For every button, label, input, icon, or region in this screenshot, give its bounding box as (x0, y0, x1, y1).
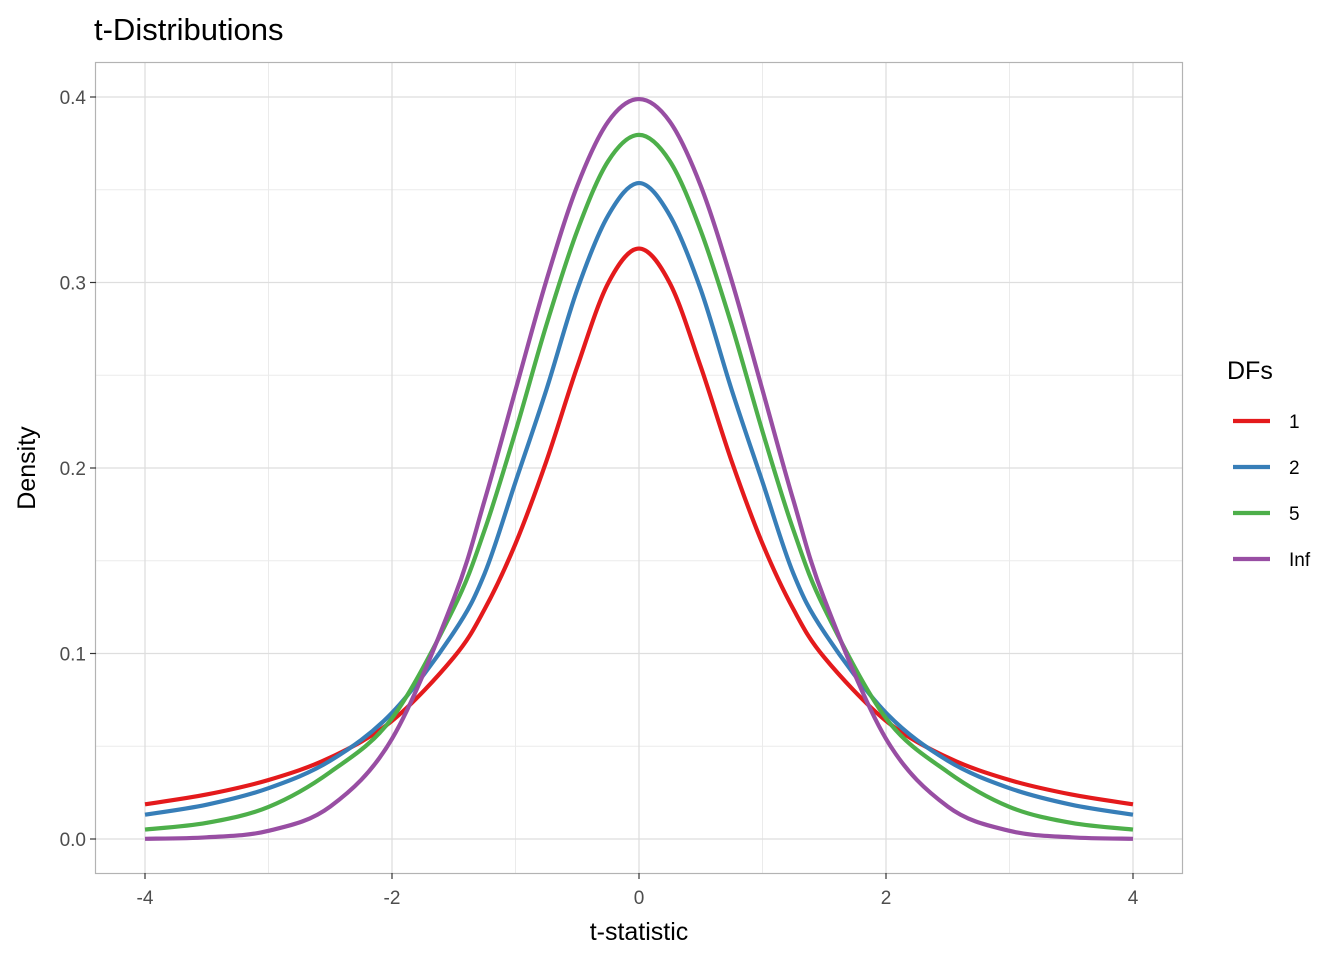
x-tick-label: 4 (1128, 888, 1139, 909)
y-tick-label: 0.1 (60, 645, 86, 666)
legend: DFs 1 2 5 Inf (1227, 357, 1311, 571)
legend-label-1: 1 (1289, 412, 1300, 433)
x-axis-title: t-statistic (590, 918, 689, 946)
series-line-5 (144, 132, 1134, 832)
x-tick-label: -4 (137, 888, 154, 909)
series-line-inf (144, 96, 1134, 841)
series-line-2 (144, 180, 1134, 817)
chart-title: t-Distributions (94, 12, 284, 47)
x-tick-label: 2 (881, 888, 892, 909)
y-tick-label: 0.4 (60, 88, 87, 109)
x-axis-ticks: -4 -2 0 2 4 (137, 873, 1139, 909)
legend-label-inf: Inf (1289, 550, 1311, 571)
y-tick-label: 0.0 (60, 830, 86, 851)
series-lines (144, 96, 1134, 841)
y-axis-title: Density (13, 426, 41, 510)
y-axis-ticks: 0.0 0.1 0.2 0.3 0.4 (60, 88, 96, 851)
legend-label-5: 5 (1289, 504, 1300, 525)
y-tick-label: 0.2 (60, 459, 86, 480)
y-tick-label: 0.3 (60, 274, 86, 295)
x-tick-label: -2 (384, 888, 401, 909)
x-tick-label: 0 (634, 888, 645, 909)
legend-title: DFs (1227, 357, 1273, 385)
legend-label-2: 2 (1289, 458, 1300, 479)
